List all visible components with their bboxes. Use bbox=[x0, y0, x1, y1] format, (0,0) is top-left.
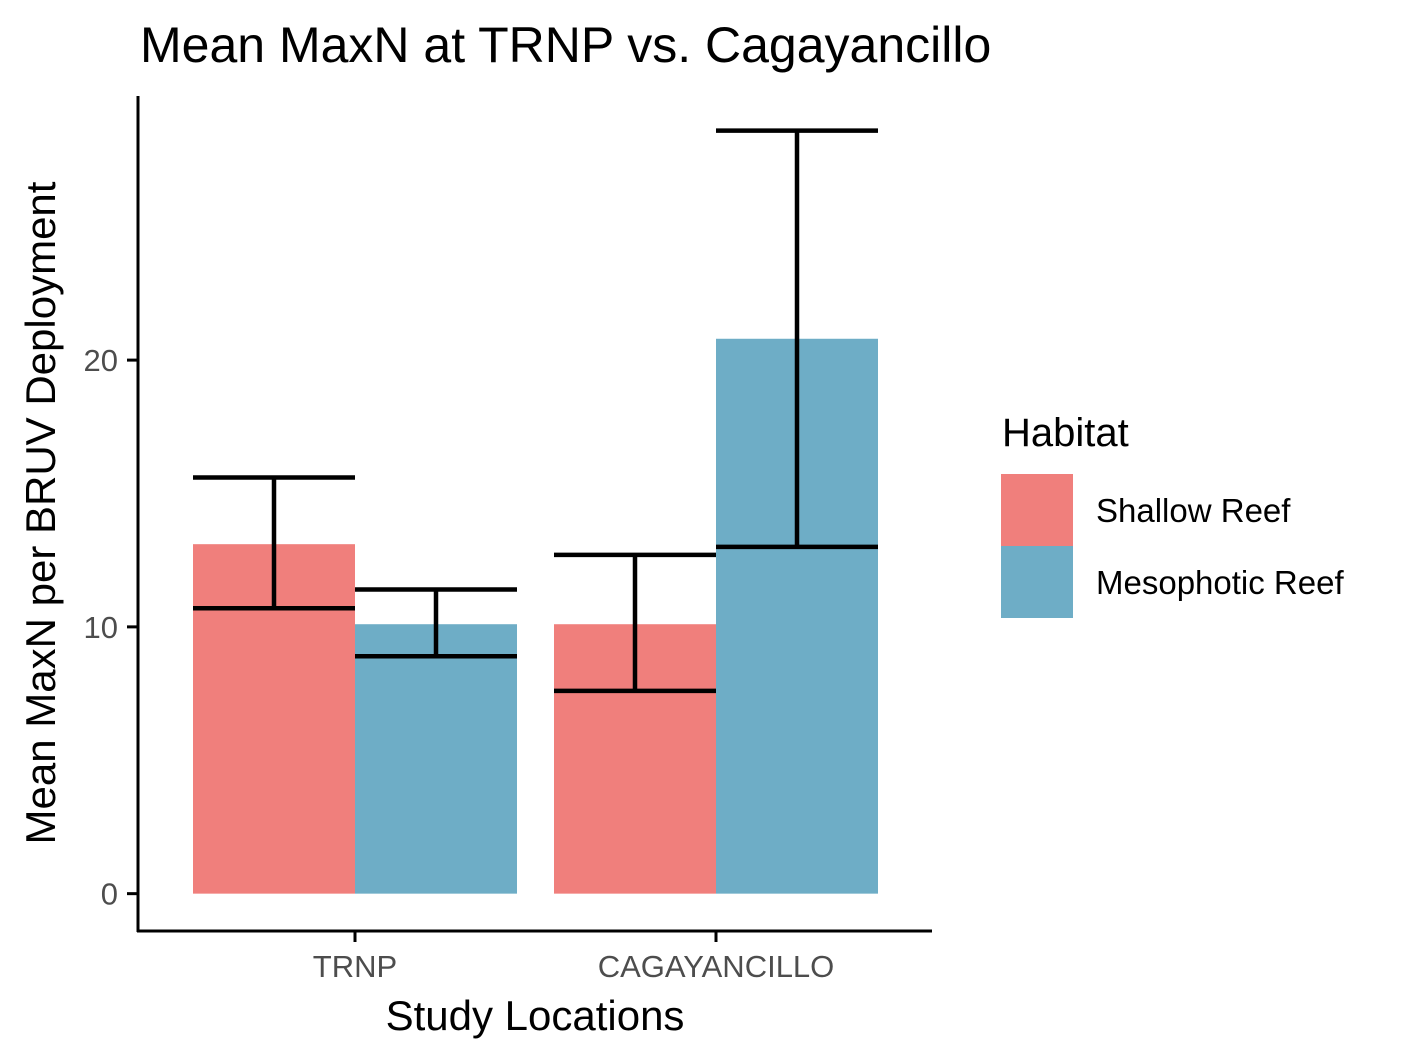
y-tick-label: 10 bbox=[84, 610, 118, 645]
chart-title: Mean MaxN at TRNP vs. Cagayancillo bbox=[140, 17, 991, 73]
errorbar-trnp-shallow-reef bbox=[193, 475, 355, 611]
legend-label-mesophotic-reef: Mesophotic Reef bbox=[1096, 564, 1344, 601]
bar-trnp-mesophotic-reef bbox=[355, 624, 517, 894]
x-tick-label: CAGAYANCILLO bbox=[598, 949, 835, 984]
legend: Habitat Shallow Reef Mesophotic Reef bbox=[1001, 411, 1344, 618]
legend-label-shallow-reef: Shallow Reef bbox=[1096, 492, 1291, 529]
errorbar-cagayancillo-mesophotic-reef bbox=[716, 128, 878, 550]
errorbar-cagayancillo-shallow-reef bbox=[554, 552, 716, 694]
legend-key-mesophotic-reef bbox=[1001, 546, 1073, 618]
bars-layer bbox=[193, 338, 878, 894]
y-tick-label: 20 bbox=[84, 343, 118, 378]
y-tick-label: 0 bbox=[101, 877, 118, 912]
errorbar-trnp-mesophotic-reef bbox=[355, 587, 517, 659]
y-ticks: 0 10 20 bbox=[84, 343, 138, 912]
legend-title: Habitat bbox=[1002, 411, 1129, 455]
x-ticks: TRNP CAGAYANCILLO bbox=[313, 931, 834, 984]
x-tick-label: TRNP bbox=[313, 949, 397, 984]
y-axis-title: Mean MaxN per BRUV Deployment bbox=[17, 181, 64, 844]
errorbars-layer bbox=[193, 128, 878, 694]
legend-key-shallow-reef bbox=[1001, 474, 1073, 546]
x-axis-title: Study Locations bbox=[386, 992, 685, 1039]
